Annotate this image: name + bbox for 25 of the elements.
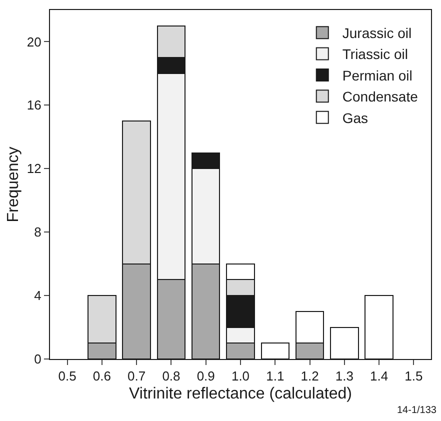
legend-label: Gas <box>342 110 368 126</box>
y-axis-title: Frequency <box>4 146 22 222</box>
legend-label: Permian oil <box>342 67 412 84</box>
y-tick-label: 16 <box>26 98 42 113</box>
legend-label: Jurassic oil <box>342 25 412 42</box>
x-tick-label: 0.7 <box>128 368 146 384</box>
x-tick-label: 1.4 <box>370 368 388 384</box>
x-axis-title: Vitrinite reflectance (calculated) <box>129 385 352 402</box>
x-tick-label: 1.1 <box>266 368 284 384</box>
x-tick-label: 1.0 <box>231 368 250 384</box>
x-tick-label: 1.5 <box>404 368 423 384</box>
y-tick-label: 4 <box>34 288 42 304</box>
y-tick-label: 0 <box>34 352 42 367</box>
legend-label: Triassic oil <box>342 46 408 62</box>
x-tick-label: 0.6 <box>92 368 111 384</box>
y-tick-label: 20 <box>26 34 42 50</box>
x-tick-label: 0.9 <box>196 368 215 384</box>
x-tick-label: 1.3 <box>335 368 354 384</box>
text: 14-1/133 <box>397 405 437 416</box>
y-tick-label: 12 <box>26 161 42 176</box>
x-tick-label: 1.2 <box>300 368 319 384</box>
y-tick-label: 8 <box>34 224 42 240</box>
x-tick-label: 0.8 <box>162 368 180 384</box>
legend-label: Condensate <box>342 88 418 105</box>
x-tick-label: 0.5 <box>58 368 76 384</box>
